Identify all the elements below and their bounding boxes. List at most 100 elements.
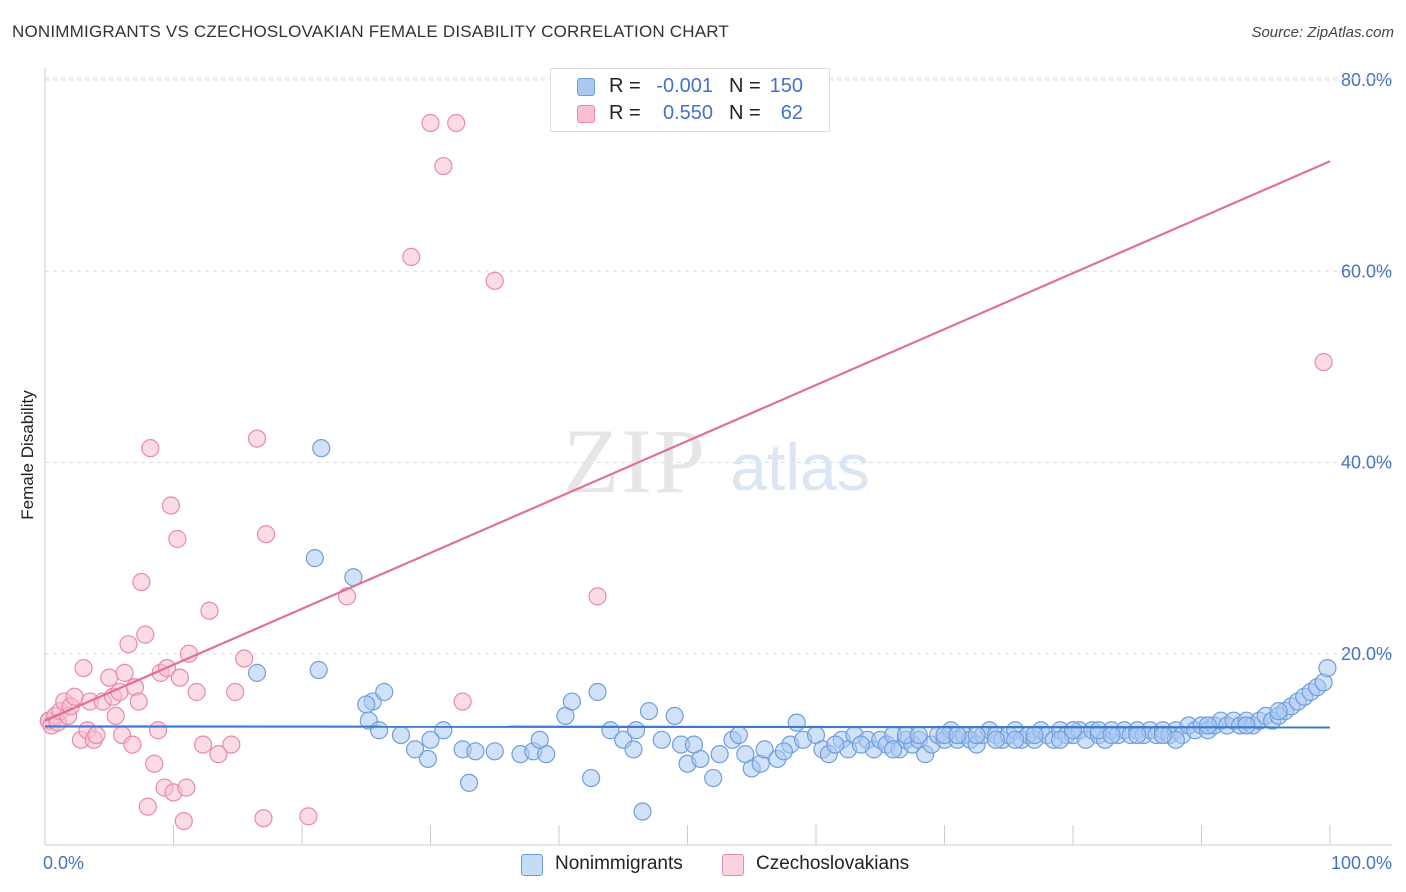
point-czechoslovakians xyxy=(235,649,254,668)
point-czechoslovakians xyxy=(447,113,466,133)
point-czechoslovakians xyxy=(136,625,155,644)
point-nonimmigrants xyxy=(391,725,411,745)
series-legend: Nonimmigrants Czechoslovakians xyxy=(0,852,1406,878)
point-czechoslovakians xyxy=(119,635,138,654)
point-nonimmigrants xyxy=(1051,730,1070,749)
point-nonimmigrants xyxy=(421,730,440,749)
stats-legend: R = -0.001 N = 150 R = 0.550 N = 62 xyxy=(550,68,830,132)
point-czechoslovakians xyxy=(254,809,273,828)
x-tick-label-max: 100.0% xyxy=(1331,853,1392,873)
point-nonimmigrants xyxy=(967,725,986,745)
point-nonimmigrants xyxy=(370,721,389,740)
r-label: R = xyxy=(609,102,641,124)
legend-label: Nonimmigrants xyxy=(555,853,683,874)
point-nonimmigrants xyxy=(357,695,376,714)
point-czechoslovakians xyxy=(148,721,168,740)
point-nonimmigrants xyxy=(883,740,903,759)
stats-row-czechoslovakians: R = 0.550 N = 62 xyxy=(551,101,829,127)
point-nonimmigrants xyxy=(562,692,581,711)
point-czechoslovakians xyxy=(402,247,421,267)
point-nonimmigrants xyxy=(704,768,723,788)
y-tick-label: 80.0% xyxy=(1341,70,1392,90)
point-czechoslovakians xyxy=(485,271,504,290)
chart-title: NONIMMIGRANTS VS CZECHOSLOVAKIAN FEMALE … xyxy=(12,22,730,41)
n-label: N = xyxy=(729,75,761,97)
point-czechoslovakians xyxy=(74,658,93,678)
point-czechoslovakians xyxy=(222,735,241,754)
legend-swatch-pink xyxy=(722,854,744,876)
point-czechoslovakians xyxy=(177,778,196,797)
point-czechoslovakians xyxy=(87,725,106,745)
point-czechoslovakians xyxy=(174,811,193,831)
n-value: 150 xyxy=(769,75,803,97)
points-layer xyxy=(39,113,1337,831)
axis-layer: 0.0% 100.0% xyxy=(43,68,1392,873)
point-nonimmigrants xyxy=(755,740,774,759)
point-nonimmigrants xyxy=(1198,716,1218,735)
point-czechoslovakians xyxy=(168,529,187,549)
trendline-nonimmigrants xyxy=(44,725,1331,729)
point-czechoslovakians xyxy=(138,797,157,816)
point-nonimmigrants xyxy=(665,706,684,726)
y-tick-label: 40.0% xyxy=(1341,453,1392,473)
point-nonimmigrants xyxy=(1318,658,1337,678)
point-nonimmigrants xyxy=(909,725,928,745)
point-czechoslovakians xyxy=(299,807,318,826)
point-czechoslovakians xyxy=(65,687,84,706)
n-value: 62 xyxy=(780,102,803,124)
trendline-czechoslovakians xyxy=(44,160,1331,722)
point-czechoslovakians xyxy=(132,572,151,592)
point-nonimmigrants xyxy=(588,682,607,702)
point-czechoslovakians xyxy=(123,735,142,754)
point-nonimmigrants xyxy=(1269,702,1288,721)
point-nonimmigrants xyxy=(1063,721,1083,740)
point-nonimmigrants xyxy=(851,735,871,754)
y-tick-label: 20.0% xyxy=(1341,644,1392,664)
point-czechoslovakians xyxy=(247,429,267,448)
r-value: -0.001 xyxy=(656,75,713,97)
point-nonimmigrants xyxy=(405,740,425,759)
point-czechoslovakians xyxy=(145,754,164,773)
point-czechoslovakians xyxy=(106,706,125,726)
point-nonimmigrants xyxy=(582,768,601,788)
legend-swatch-blue xyxy=(521,854,543,876)
r-label: R = xyxy=(609,75,641,97)
point-czechoslovakians xyxy=(170,668,190,687)
point-czechoslovakians xyxy=(129,692,148,711)
point-nonimmigrants xyxy=(1006,730,1025,749)
point-nonimmigrants xyxy=(729,725,749,745)
point-nonimmigrants xyxy=(986,730,1006,749)
point-nonimmigrants xyxy=(633,802,652,821)
stats-row-nonimmigrants: R = -0.001 N = 150 xyxy=(551,74,829,100)
point-nonimmigrants xyxy=(684,735,704,754)
x-tick-label-min: 0.0% xyxy=(43,853,84,873)
point-czechoslovakians xyxy=(588,587,607,606)
y-tick-label: 60.0% xyxy=(1341,261,1392,281)
point-nonimmigrants xyxy=(639,702,659,721)
point-nonimmigrants xyxy=(309,660,328,680)
point-nonimmigrants xyxy=(652,730,671,749)
point-czechoslovakians xyxy=(434,156,453,176)
point-nonimmigrants xyxy=(375,682,394,702)
watermark: ZIP atlas xyxy=(563,410,870,512)
point-czechoslovakians xyxy=(115,663,134,682)
point-nonimmigrants xyxy=(312,439,331,458)
point-nonimmigrants xyxy=(1128,725,1147,745)
r-value: 0.550 xyxy=(662,102,713,124)
point-czechoslovakians xyxy=(141,439,160,458)
point-czechoslovakians xyxy=(256,525,276,544)
point-czechoslovakians xyxy=(200,601,219,620)
point-nonimmigrants xyxy=(626,721,646,740)
point-czechoslovakians xyxy=(421,113,440,133)
point-nonimmigrants xyxy=(826,735,845,754)
point-nonimmigrants xyxy=(1102,725,1121,745)
legend-label: Czechoslovakians xyxy=(756,853,910,874)
point-nonimmigrants xyxy=(466,742,485,761)
n-label: N = xyxy=(729,102,761,124)
point-nonimmigrants xyxy=(485,742,504,761)
point-nonimmigrants xyxy=(1025,725,1044,745)
point-nonimmigrants xyxy=(710,745,729,764)
point-czechoslovakians xyxy=(100,668,119,687)
point-nonimmigrants xyxy=(736,745,755,764)
